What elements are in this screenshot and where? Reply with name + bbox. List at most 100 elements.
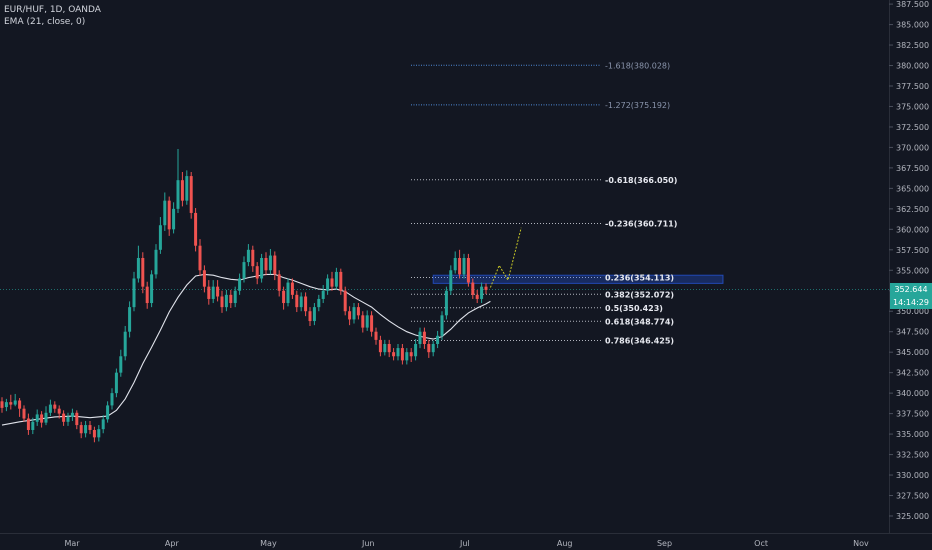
time-tick-label: Nov xyxy=(853,539,869,548)
candle-body xyxy=(163,200,167,226)
candle-body xyxy=(405,352,409,361)
candle-body xyxy=(150,274,154,304)
candle-body xyxy=(427,343,431,353)
candle-body xyxy=(242,262,246,279)
candle-body xyxy=(180,180,184,201)
candle-body xyxy=(462,257,466,275)
price-tick-label: 325.000 xyxy=(896,512,929,521)
price-tick-label: 372.500 xyxy=(896,123,929,132)
candle-body xyxy=(211,286,215,299)
time-tick-label: Apr xyxy=(165,539,180,548)
price-axis[interactable]: 325.000 327.500 330.000 332.500 335.000 337.5… xyxy=(889,0,929,521)
candle-body xyxy=(440,315,444,336)
candle-body xyxy=(436,335,440,344)
candle-body xyxy=(255,266,259,279)
candle-body xyxy=(383,343,387,353)
candle-body xyxy=(22,408,26,419)
supply-zone-rect[interactable] xyxy=(432,274,724,284)
projection-path[interactable] xyxy=(489,227,522,288)
candle-body xyxy=(35,414,39,422)
fib-level-label: 0.236(354.113) xyxy=(605,274,674,283)
candle-body xyxy=(414,343,418,357)
candle-body xyxy=(277,274,281,291)
candle-body xyxy=(268,255,272,271)
candle-body xyxy=(356,307,360,316)
candle-body xyxy=(387,343,391,353)
price-tick-label: 360.000 xyxy=(896,225,929,234)
resistance-zone[interactable] xyxy=(0,274,889,290)
candle-body xyxy=(198,245,202,271)
candle-body xyxy=(312,307,316,322)
indicator-title[interactable]: EMA (21, close, 0) xyxy=(4,17,86,27)
time-tick-label: May xyxy=(260,539,277,548)
price-tick-label: 370.000 xyxy=(896,143,929,152)
candle-body xyxy=(374,331,378,340)
fib-labels: -1.618(380.028) -1.272(375.192) -0.618(366… xyxy=(605,61,677,345)
candle-body xyxy=(172,208,176,230)
candle-body xyxy=(66,416,70,422)
candle-body xyxy=(295,294,299,308)
candle-body xyxy=(70,412,74,417)
candle-body xyxy=(286,282,290,304)
candle-body xyxy=(224,294,228,308)
candle-body xyxy=(141,257,145,287)
candle-body xyxy=(194,212,198,246)
time-tick-label: Jun xyxy=(361,539,375,548)
projection-line[interactable] xyxy=(489,227,522,288)
candle-body xyxy=(132,278,136,308)
candle-body xyxy=(176,180,180,209)
candle-body xyxy=(304,296,308,312)
candle-body xyxy=(48,404,52,413)
price-tick-label: 357.500 xyxy=(896,246,929,255)
candle-body xyxy=(136,257,140,279)
price-tick-label: 337.500 xyxy=(896,410,929,419)
bar-countdown-tag: 14:14:29 xyxy=(890,295,932,309)
candle-body xyxy=(110,393,114,406)
candle-body xyxy=(409,352,413,357)
candle-body xyxy=(339,271,343,291)
candle-body xyxy=(18,400,22,409)
candle-body xyxy=(79,425,83,434)
candle-body xyxy=(202,270,206,287)
candle-body xyxy=(392,352,396,357)
candle-body xyxy=(185,176,189,201)
candle-body xyxy=(290,282,294,295)
candle-body xyxy=(220,296,224,308)
candles xyxy=(0,149,488,443)
candle-body xyxy=(84,425,88,434)
price-tick-label: 355.000 xyxy=(896,266,929,275)
price-tick-label: 332.500 xyxy=(896,451,929,460)
candle-body xyxy=(484,286,488,290)
candle-body xyxy=(352,307,356,320)
candle-body xyxy=(207,286,211,299)
candle-body xyxy=(123,331,127,357)
fib-level-label: -0.236(360.711) xyxy=(605,220,677,229)
fib-level-label: -1.618(380.028) xyxy=(605,61,670,70)
candle-body xyxy=(458,257,462,275)
candle-body xyxy=(128,307,132,332)
candle-body xyxy=(299,296,303,308)
candle-body xyxy=(88,425,92,430)
price-tick-label: 347.500 xyxy=(896,328,929,337)
candle-body xyxy=(251,249,255,267)
candle-body xyxy=(229,294,233,304)
candle-body xyxy=(471,282,475,295)
candle-body xyxy=(75,412,79,426)
last-price-tag: 352.644 xyxy=(890,282,932,296)
fib-level-label: -0.618(366.050) xyxy=(605,176,677,185)
symbol-title[interactable]: EUR/HUF, 1D, OANDA xyxy=(4,5,101,15)
candle-body xyxy=(92,429,96,438)
fib-level-label: 0.786(346.425) xyxy=(605,337,674,346)
time-axis[interactable]: Mar Apr May Jun Jul Aug Sep Oct Nov xyxy=(64,539,869,548)
time-tick-label: Oct xyxy=(754,539,768,548)
price-tick-label: 365.000 xyxy=(896,184,929,193)
candle-body xyxy=(167,200,171,230)
candle-body xyxy=(106,405,110,420)
fib-retracement[interactable] xyxy=(411,64,601,342)
candle-body xyxy=(480,286,484,299)
candle-body xyxy=(119,356,123,373)
candle-body xyxy=(260,257,264,279)
candle-body xyxy=(154,249,158,275)
price-tick-label: 380.000 xyxy=(896,62,929,71)
